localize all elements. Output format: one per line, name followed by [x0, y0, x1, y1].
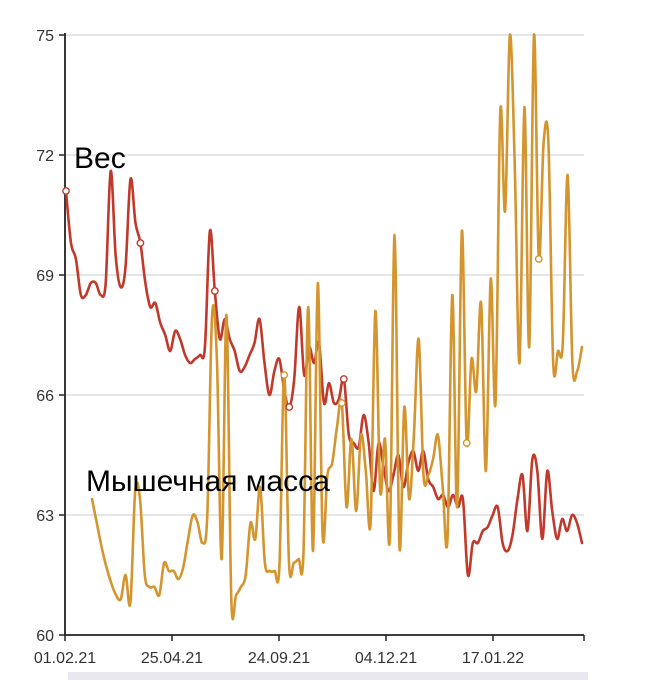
- x-tick-label: 24.09.21: [248, 650, 310, 667]
- series-line-0: [64, 169, 584, 578]
- grid-lines: [65, 34, 584, 516]
- data-point-marker: [285, 403, 294, 411]
- data-point-marker: [210, 287, 219, 295]
- series-lines: [64, 33, 584, 621]
- data-point-marker: [534, 255, 543, 263]
- x-tick-labels: 01.02.21 25.04.21 24.09.21 04.12.21 17.01.22: [34, 650, 524, 667]
- series-markers: [62, 187, 543, 447]
- y-tick-label: 66: [36, 388, 54, 405]
- y-tick-label: 72: [36, 148, 54, 165]
- y-tick-label: 69: [36, 268, 54, 285]
- data-point-marker: [62, 187, 70, 195]
- axes: [59, 33, 585, 641]
- x-tick-label: 04.12.21: [355, 650, 417, 667]
- x-tick-label: 01.02.21: [34, 650, 96, 667]
- y-tick-label: 75: [36, 28, 54, 45]
- data-point-marker: [462, 439, 471, 447]
- series-line-1: [90, 33, 584, 621]
- series-label-muscle-mass: Мышечная масса: [86, 465, 330, 498]
- data-point-marker: [280, 371, 289, 379]
- y-tick-labels: 60 63 66 69 72 75: [36, 28, 54, 645]
- y-tick-label: 63: [36, 508, 54, 525]
- data-point-marker: [339, 375, 348, 383]
- data-point-marker: [136, 239, 145, 247]
- x-tick-label: 17.01.22: [462, 650, 524, 667]
- bottom-scroll-band: [68, 672, 588, 680]
- y-tick-label: 60: [36, 628, 54, 645]
- x-tick-label: 25.04.21: [141, 650, 203, 667]
- data-point-marker: [337, 399, 346, 407]
- series-label-weight: Вес: [74, 142, 126, 175]
